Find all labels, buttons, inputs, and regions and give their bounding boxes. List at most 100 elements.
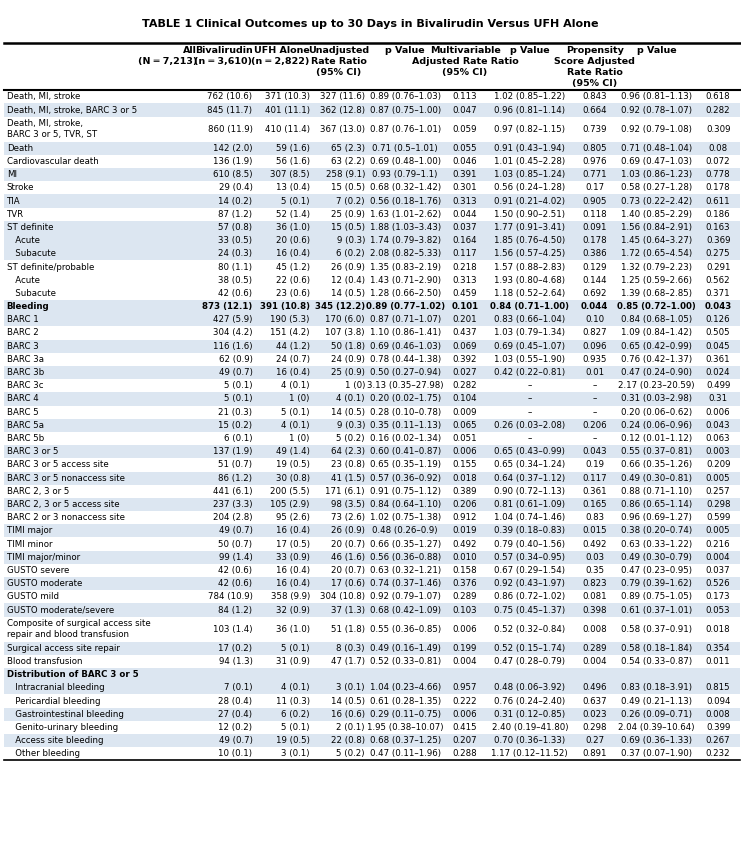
- Text: 0.178: 0.178: [706, 183, 731, 192]
- Text: 0.01: 0.01: [585, 368, 604, 377]
- Text: 0.044: 0.044: [453, 210, 477, 219]
- Text: 0.206: 0.206: [453, 500, 477, 509]
- Text: 36 (1.0): 36 (1.0): [276, 223, 310, 232]
- Text: 0.103: 0.103: [453, 605, 477, 615]
- Text: 0.56 (0.24–1.28): 0.56 (0.24–1.28): [494, 183, 565, 192]
- Text: 0.69 (0.46–1.03): 0.69 (0.46–1.03): [370, 342, 441, 350]
- Text: 0.57 (0.36–0.92): 0.57 (0.36–0.92): [370, 474, 441, 483]
- Text: TIMI minor: TIMI minor: [7, 540, 52, 548]
- Text: 14 (0.2): 14 (0.2): [219, 196, 253, 206]
- Text: 0.206: 0.206: [582, 421, 607, 430]
- Text: 17 (0.6): 17 (0.6): [331, 579, 365, 588]
- Text: 99 (1.4): 99 (1.4): [219, 553, 253, 561]
- Text: 6 (0.2): 6 (0.2): [336, 250, 365, 258]
- Text: 0.257: 0.257: [706, 486, 731, 496]
- Text: 107 (3.8): 107 (3.8): [325, 329, 365, 338]
- Text: 0.63 (0.32–1.21): 0.63 (0.32–1.21): [370, 566, 441, 575]
- Text: 16 (0.6): 16 (0.6): [331, 709, 365, 719]
- Text: 0.64 (0.37–1.12): 0.64 (0.37–1.12): [494, 474, 565, 483]
- Text: p Value: p Value: [385, 46, 425, 54]
- Text: 49 (0.7): 49 (0.7): [219, 526, 253, 536]
- Text: 0.49 (0.21–1.13): 0.49 (0.21–1.13): [621, 697, 692, 705]
- Text: GUSTO severe: GUSTO severe: [7, 566, 69, 575]
- Text: 371 (10.3): 371 (10.3): [265, 92, 310, 102]
- Text: 1.04 (0.23–4.66): 1.04 (0.23–4.66): [370, 684, 441, 692]
- Text: Stroke: Stroke: [7, 183, 34, 192]
- Text: 137 (1.9): 137 (1.9): [213, 447, 253, 456]
- Text: 41 (1.5): 41 (1.5): [331, 474, 365, 483]
- Text: 25 (0.9): 25 (0.9): [331, 368, 365, 377]
- Text: Subacute: Subacute: [7, 250, 56, 258]
- Text: 94 (1.3): 94 (1.3): [219, 657, 253, 666]
- Text: 9 (0.3): 9 (0.3): [336, 421, 365, 430]
- Bar: [4, 641, 740, 655]
- Text: 0.47 (0.24–0.90): 0.47 (0.24–0.90): [621, 368, 692, 377]
- Text: 36 (1.0): 36 (1.0): [276, 625, 310, 634]
- Text: 31 (0.9): 31 (0.9): [276, 657, 310, 666]
- Text: Intracranial bleeding: Intracranial bleeding: [7, 684, 104, 692]
- Text: 0.232: 0.232: [706, 749, 731, 759]
- Text: 391 (10.8): 391 (10.8): [260, 302, 310, 311]
- Text: 0.61 (0.28–1.35): 0.61 (0.28–1.35): [370, 697, 441, 705]
- Text: 151 (4.2): 151 (4.2): [270, 329, 310, 338]
- Text: 1.03 (0.79–1.34): 1.03 (0.79–1.34): [494, 329, 565, 338]
- Text: 0.313: 0.313: [453, 196, 477, 206]
- Text: BARC 3 or 5: BARC 3 or 5: [7, 447, 59, 456]
- Bar: [4, 604, 740, 616]
- Text: 0.059: 0.059: [453, 125, 477, 133]
- Text: 204 (2.8): 204 (2.8): [213, 513, 253, 523]
- Text: 0.201: 0.201: [453, 315, 477, 325]
- Text: 1.03 (0.55–1.90): 1.03 (0.55–1.90): [494, 355, 565, 364]
- Text: 0.599: 0.599: [706, 513, 731, 523]
- Text: Subacute: Subacute: [7, 289, 56, 298]
- Text: 0.55 (0.37–0.81): 0.55 (0.37–0.81): [621, 447, 692, 456]
- Text: 0.47 (0.11–1.96): 0.47 (0.11–1.96): [370, 749, 441, 759]
- Text: –: –: [528, 434, 532, 443]
- Text: 0.65 (0.42–0.99): 0.65 (0.42–0.99): [621, 342, 692, 350]
- Text: BARC 3 or 5 nonaccess site: BARC 3 or 5 nonaccess site: [7, 474, 124, 483]
- Text: 0.69 (0.47–1.03): 0.69 (0.47–1.03): [621, 157, 692, 166]
- Bar: [4, 103, 740, 116]
- Text: 1.56 (0.84–2.91): 1.56 (0.84–2.91): [621, 223, 692, 232]
- Text: 0.047: 0.047: [453, 106, 477, 115]
- Text: 16 (0.4): 16 (0.4): [276, 566, 310, 575]
- Text: 1.57 (0.88–2.83): 1.57 (0.88–2.83): [494, 263, 565, 271]
- Text: 0.38 (0.20–0.74): 0.38 (0.20–0.74): [621, 526, 692, 536]
- Text: BARC 3b: BARC 3b: [7, 368, 44, 377]
- Text: 0.96 (0.69–1.27): 0.96 (0.69–1.27): [621, 513, 692, 523]
- Text: 0.459: 0.459: [453, 289, 477, 298]
- Text: 0.037: 0.037: [706, 566, 731, 575]
- Text: 1.43 (0.71–2.90): 1.43 (0.71–2.90): [370, 276, 441, 285]
- Text: 0.094: 0.094: [706, 697, 731, 705]
- Text: 0.935: 0.935: [582, 355, 607, 364]
- Text: 0.843: 0.843: [582, 92, 607, 102]
- Text: BARC 3a: BARC 3a: [7, 355, 44, 364]
- Text: 0.84 (0.71–1.00): 0.84 (0.71–1.00): [491, 302, 569, 311]
- Text: 50 (1.8): 50 (1.8): [331, 342, 365, 350]
- Text: 0.165: 0.165: [582, 500, 607, 509]
- Text: 51 (0.7): 51 (0.7): [219, 461, 253, 469]
- Text: Bivalirudin
(n ═ 3,610): Bivalirudin (n ═ 3,610): [194, 46, 253, 65]
- Text: Death, MI, stroke,
BARC 3 or 5, TVR, ST: Death, MI, stroke, BARC 3 or 5, TVR, ST: [7, 120, 97, 139]
- Text: 1.03 (0.86–1.23): 1.03 (0.86–1.23): [621, 170, 692, 179]
- Text: BARC 3: BARC 3: [7, 342, 39, 350]
- Text: 0.31: 0.31: [708, 394, 728, 404]
- Text: 0.008: 0.008: [706, 709, 731, 719]
- Text: BARC 3c: BARC 3c: [7, 381, 43, 390]
- Text: 5 (0.2): 5 (0.2): [336, 434, 365, 443]
- Text: Multivariable
Adjusted Rate Ratio
(95% CI): Multivariable Adjusted Rate Ratio (95% C…: [412, 46, 519, 77]
- Text: 10 (0.1): 10 (0.1): [219, 749, 253, 759]
- Text: 1.50 (0.90–2.51): 1.50 (0.90–2.51): [494, 210, 565, 219]
- Text: –: –: [592, 381, 597, 390]
- Text: 0.83 (0.18–3.91): 0.83 (0.18–3.91): [621, 684, 692, 692]
- Text: 0.371: 0.371: [706, 289, 731, 298]
- Text: 5 (0.1): 5 (0.1): [224, 381, 253, 390]
- Text: BARC 5a: BARC 5a: [7, 421, 44, 430]
- Text: 22 (0.6): 22 (0.6): [276, 276, 310, 285]
- Text: Death, MI, stroke: Death, MI, stroke: [7, 92, 80, 102]
- Text: 0.87 (0.76–1.01): 0.87 (0.76–1.01): [370, 125, 441, 133]
- Text: 0.63 (0.33–1.22): 0.63 (0.33–1.22): [621, 540, 692, 548]
- Text: 12 (0.2): 12 (0.2): [219, 723, 253, 732]
- Text: 0.437: 0.437: [453, 329, 477, 338]
- Text: 1.74 (0.79–3.82): 1.74 (0.79–3.82): [370, 236, 441, 245]
